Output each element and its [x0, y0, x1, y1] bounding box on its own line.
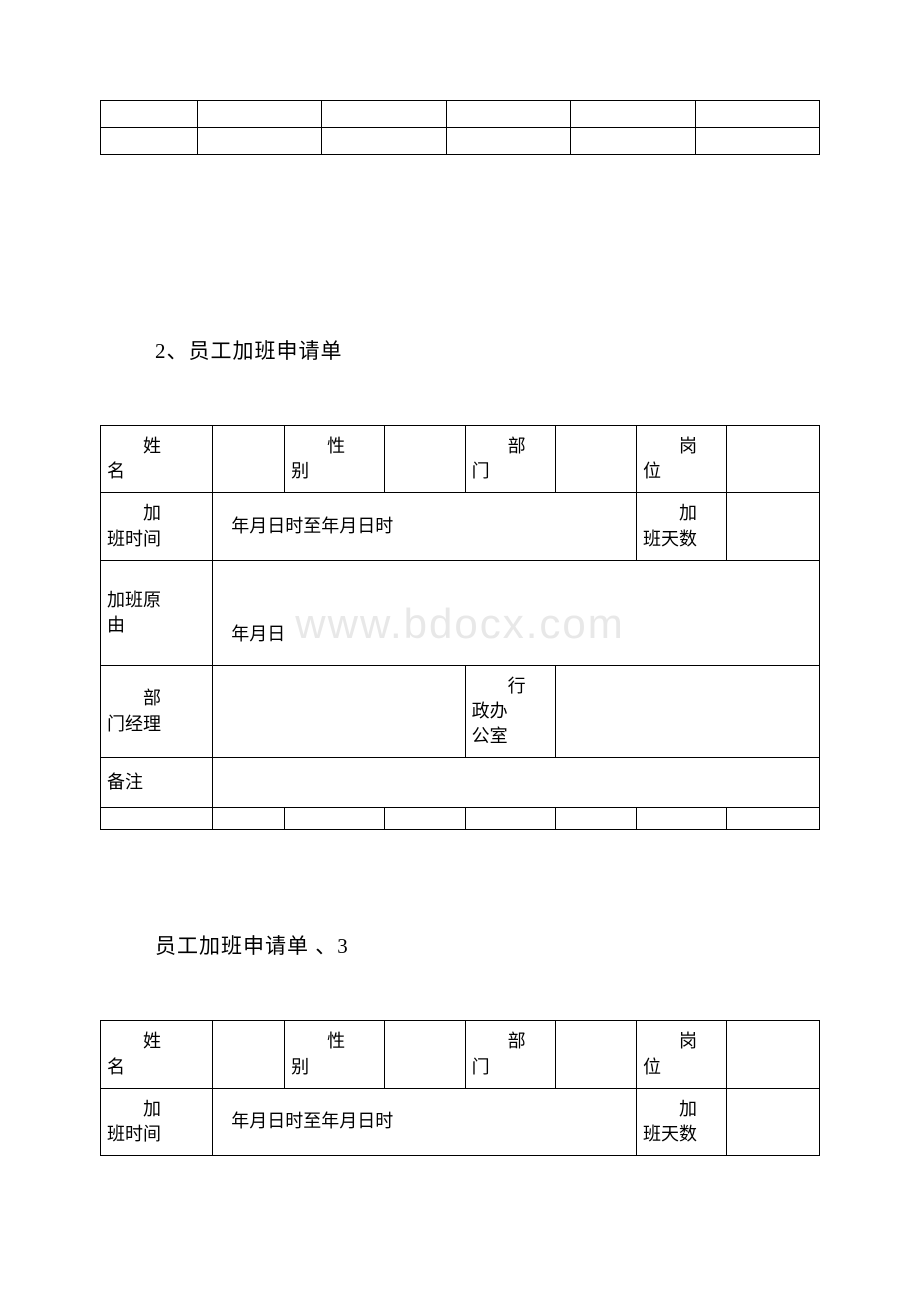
form-table-2: 姓名 性别 部门 岗位 加班时间 年月日时至年月日时 加班天数 加班原由 年月日…	[100, 425, 820, 830]
label-overtime-period: 加班时间	[101, 493, 213, 560]
value-overtime-days	[727, 493, 820, 560]
value-dept-3	[555, 1021, 636, 1088]
empty-cell	[384, 808, 465, 830]
value-gender	[384, 426, 465, 493]
label-name: 姓名	[101, 426, 213, 493]
empty-cell	[637, 808, 727, 830]
section-3-title: 员工加班申请单 、3	[155, 930, 820, 960]
label-remark: 备注	[101, 758, 213, 808]
empty-cell	[465, 808, 555, 830]
label-overtime-period-3: 加班时间	[101, 1088, 213, 1155]
value-name-3	[213, 1021, 285, 1088]
label-name-3: 姓名	[101, 1021, 213, 1088]
label-admin-office: 行政办公室	[465, 665, 555, 758]
value-gender-3	[384, 1021, 465, 1088]
value-position	[727, 426, 820, 493]
value-overtime-reason: 年月日	[213, 560, 820, 665]
top-empty-table	[100, 100, 820, 155]
value-dept	[555, 426, 636, 493]
value-remark	[213, 758, 820, 808]
value-name	[213, 426, 285, 493]
value-admin-office	[555, 665, 819, 758]
value-position-3	[727, 1021, 820, 1088]
label-gender-3: 性别	[285, 1021, 385, 1088]
empty-cell	[555, 808, 636, 830]
label-position: 岗位	[637, 426, 727, 493]
label-overtime-days-3: 加班天数	[637, 1088, 727, 1155]
value-dept-manager	[213, 665, 465, 758]
value-overtime-days-3	[727, 1088, 820, 1155]
section-2-title: 2、员工加班申请单	[155, 335, 820, 365]
empty-cell	[285, 808, 385, 830]
label-dept: 部门	[465, 426, 555, 493]
label-gender: 性别	[285, 426, 385, 493]
label-position-3: 岗位	[637, 1021, 727, 1088]
label-dept-manager: 部门经理	[101, 665, 213, 758]
empty-cell	[213, 808, 285, 830]
form-table-3: 姓名 性别 部门 岗位 加班时间 年月日时至年月日时 加班天数	[100, 1020, 820, 1156]
label-overtime-days: 加班天数	[637, 493, 727, 560]
value-overtime-period: 年月日时至年月日时	[213, 493, 637, 560]
label-overtime-reason: 加班原由	[101, 560, 213, 665]
empty-cell	[101, 808, 213, 830]
value-overtime-period-3: 年月日时至年月日时	[213, 1088, 637, 1155]
label-dept-3: 部门	[465, 1021, 555, 1088]
empty-cell	[727, 808, 820, 830]
